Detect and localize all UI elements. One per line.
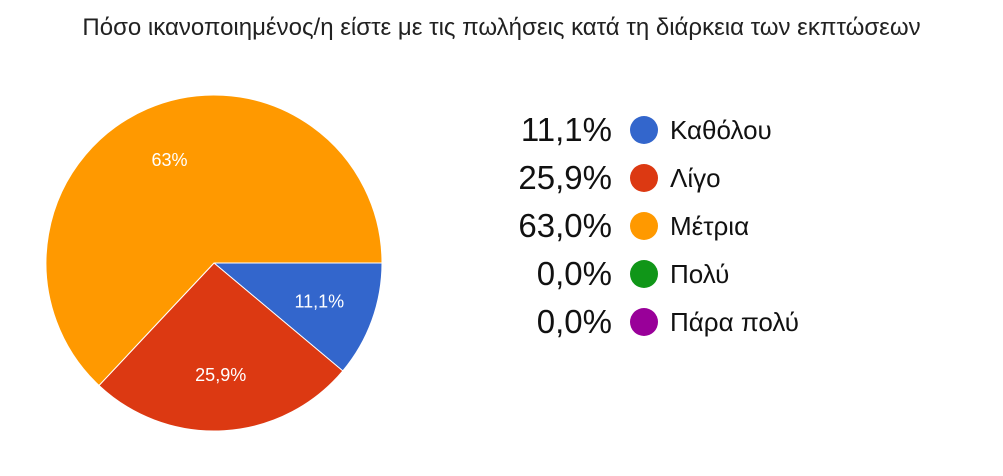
legend-swatch — [630, 212, 658, 240]
legend-percentage: 0,0% — [536, 303, 612, 340]
legend-item: 0,0% Πολύ — [500, 250, 799, 298]
chart-title: Πόσο ικανοποιημένος/η είστε με τις πωλήσ… — [82, 14, 921, 41]
legend-percentage: 63,0% — [518, 207, 612, 244]
pie-slice-label-1: 25,9% — [195, 365, 246, 385]
pie-slice-1 — [98, 262, 344, 432]
pie-slice-0 — [212, 262, 383, 372]
legend-swatch — [630, 260, 658, 288]
legend-label: Καθόλου — [670, 114, 772, 145]
legend-item: 11,1% Καθόλου — [500, 106, 799, 154]
legend-percentage: 11,1% — [520, 111, 612, 148]
legend-item: 0,0% Πάρα πολύ — [500, 298, 799, 346]
legend-swatch — [630, 308, 658, 336]
legend-label: Πάρα πολύ — [670, 306, 799, 337]
legend-percentage: 25,9% — [518, 159, 612, 196]
legend-label: Πολύ — [670, 258, 730, 289]
legend-label: Μέτρια — [670, 210, 750, 241]
pie-slice-labels: 11,1% 25,9% 63% — [151, 150, 344, 385]
chart-legend: 11,1% Καθόλου 25,9% Λίγο 63,0% Μέτρια 0,0% Πολύ… — [500, 106, 799, 346]
legend-percentage: 0,0% — [536, 255, 612, 292]
legend-item: 25,9% Λίγο — [500, 154, 799, 202]
pie-slice-2 — [45, 94, 383, 387]
pie-slices — [45, 94, 383, 432]
legend-label: Λίγο — [670, 162, 721, 193]
legend-swatch — [630, 116, 658, 144]
pie-chart: 11,1% 25,9% 63% — [45, 94, 383, 432]
legend-swatch — [630, 164, 658, 192]
pie-slice-label-2: 63% — [151, 150, 187, 170]
legend-item: 63,0% Μέτρια — [500, 202, 799, 250]
pie-slice-label-0: 11,1% — [294, 291, 344, 311]
